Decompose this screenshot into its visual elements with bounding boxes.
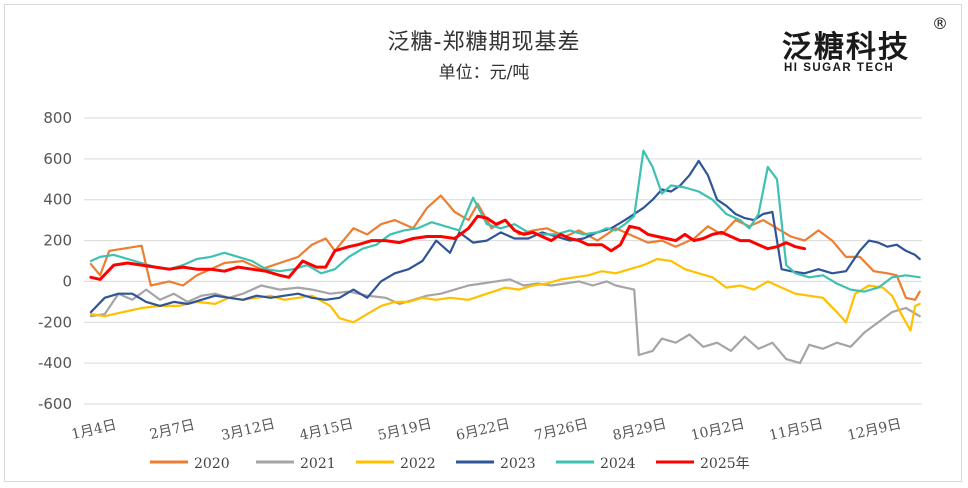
- x-tick-label: 11月5日: [768, 416, 825, 444]
- registered-mark: ®: [932, 14, 948, 33]
- series-line-2021: [89, 278, 921, 365]
- y-tick-label: 400: [43, 191, 72, 209]
- brand-logo-subtitle: HI SUGAR TECH: [784, 62, 895, 74]
- x-tick-label: 6月22日: [455, 416, 512, 444]
- y-tick-label: 0: [62, 272, 72, 290]
- x-tick-label: 5月19日: [376, 416, 433, 444]
- y-tick-label: -200: [38, 313, 72, 331]
- x-tick-label: 12月9日: [846, 416, 903, 444]
- legend-label: 2020: [194, 456, 230, 472]
- x-tick-label: 8月29日: [611, 416, 668, 444]
- series-line-2025年: [89, 214, 807, 281]
- y-tick-label: -600: [38, 395, 72, 413]
- x-tick-label: 4月15日: [298, 416, 355, 444]
- y-tick-label: 600: [43, 150, 72, 168]
- legend-label: 2022: [400, 456, 436, 472]
- y-tick-label: 200: [43, 232, 72, 250]
- x-tick-label: 7月26日: [533, 416, 590, 444]
- x-tick-label: 10月2日: [689, 416, 746, 444]
- chart-subtitle: 单位：元/吨: [438, 63, 530, 83]
- chart-frame: [4, 4, 962, 482]
- x-tick-label: 1月4日: [70, 417, 118, 443]
- legend-label: 2025年: [700, 456, 750, 472]
- y-tick-label: 800: [43, 109, 72, 127]
- series-line-2023: [89, 159, 921, 314]
- legend-label: 2023: [500, 456, 536, 472]
- chart-title: 泛糖-郑糖期现基差: [387, 30, 581, 55]
- legend-label: 2021: [300, 456, 336, 472]
- legend-label: 2024: [600, 456, 636, 472]
- brand-logo-name: 泛糖科技: [782, 30, 910, 65]
- y-tick-label: -400: [38, 354, 72, 372]
- x-tick-label: 2月7日: [148, 417, 196, 443]
- x-tick-label: 3月12日: [220, 416, 277, 444]
- series-line-2022: [89, 257, 921, 332]
